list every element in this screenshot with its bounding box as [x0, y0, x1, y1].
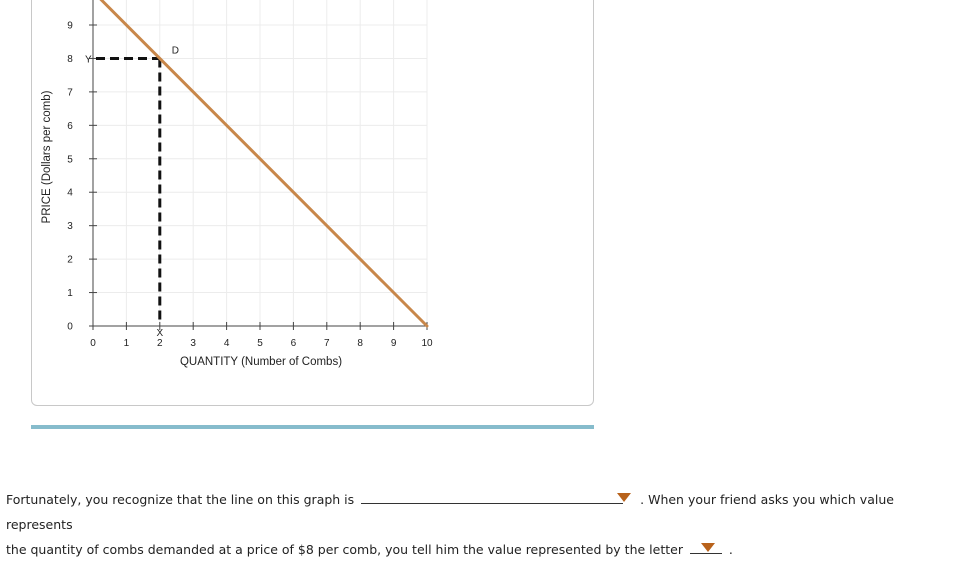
x-tick-label: 0	[90, 338, 96, 349]
question-part-2: . When your friend asks you which value …	[6, 492, 894, 532]
x-tick-label: 8	[357, 338, 363, 349]
x-axis-label: QUANTITY (Number of Combs)	[180, 356, 342, 368]
x-tick-label: 4	[224, 338, 230, 349]
y-tick-label: 0	[67, 322, 73, 333]
x-tick-label: 5	[257, 338, 263, 349]
x-point-label: X	[156, 328, 163, 339]
x-tick-label: 6	[291, 338, 297, 349]
grid-layer	[93, 0, 428, 326]
line-type-dropdown[interactable]	[361, 489, 632, 504]
x-tick-label: 10	[421, 338, 433, 349]
dropdown-arrow-icon[interactable]	[617, 493, 632, 502]
axes-layer	[92, 0, 427, 327]
question-part-3: the quantity of combs demanded at a pric…	[6, 542, 683, 557]
y-tick-label: 8	[67, 54, 73, 65]
y-tick-label: 9	[67, 21, 73, 32]
question-text: Fortunately, you recognize that the line…	[6, 487, 956, 562]
series-layer: D	[99, 0, 429, 328]
y-point-label: Y	[85, 54, 92, 65]
x-tick-label: 3	[190, 338, 196, 349]
section-divider	[31, 425, 594, 429]
letter-dropdown[interactable]	[689, 539, 722, 554]
guide-layer: YX	[85, 54, 163, 339]
question-part-1: Fortunately, you recognize that the line…	[6, 492, 355, 507]
demand-line	[99, 0, 429, 328]
y-tick-label: 4	[67, 188, 73, 199]
y-tick-label: 1	[67, 288, 73, 299]
y-axis-label: PRICE (Dollars per comb)	[41, 90, 53, 223]
x-tick-label: 7	[324, 338, 330, 349]
y-tick-label: 3	[67, 221, 73, 232]
y-tick-label: 2	[67, 255, 73, 266]
question-part-4: .	[728, 542, 733, 557]
y-tick-label: 7	[67, 87, 73, 98]
x-tick-label: 1	[124, 338, 130, 349]
dropdown-arrow-icon[interactable]	[700, 543, 715, 552]
tick-layer: 0 1 2 3 4 5 6 7 8 9 10 0 1 2 3 4 5 6 7 8 9	[67, 21, 433, 350]
demand-line-label: D	[172, 45, 179, 56]
x-tick-label: 2	[157, 338, 163, 349]
y-tick-label: 6	[67, 121, 73, 132]
y-tick-label: 5	[67, 154, 73, 165]
x-tick-label: 9	[391, 338, 397, 349]
